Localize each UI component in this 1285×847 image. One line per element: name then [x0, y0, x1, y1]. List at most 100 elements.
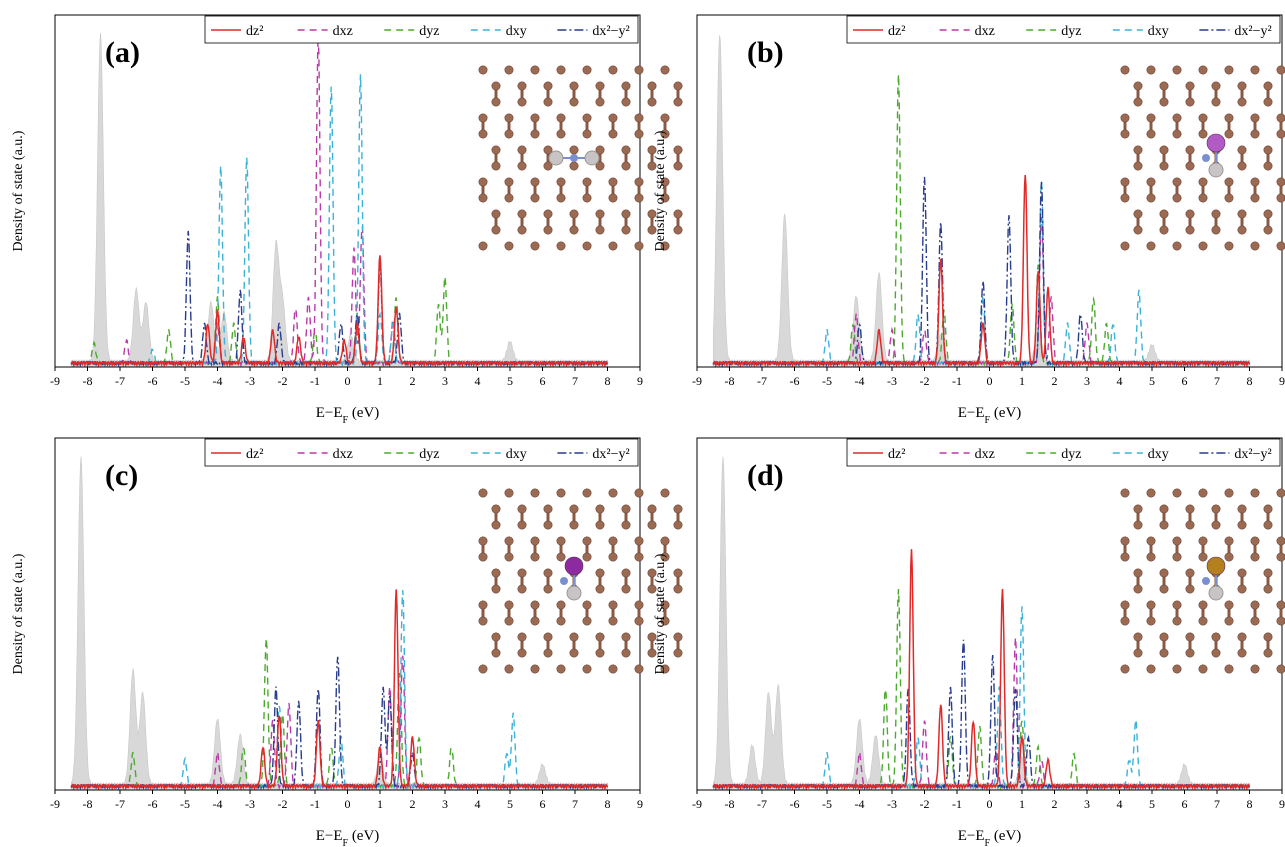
legend-label-dxz: dxz — [975, 447, 995, 462]
carbon-atom — [543, 97, 553, 107]
carbon-atom — [621, 81, 631, 91]
carbon-atom — [1159, 632, 1169, 642]
dos-panel-d: -9 -8 -7 -6 -5 -4 -3 -2 -1 0 1 2 3 4 5 6 7 8 9 Density of s… — [653, 437, 1285, 847]
legend-label-dz2: dz² — [888, 447, 905, 462]
carbon-atom — [1263, 584, 1273, 594]
carbon-atom — [569, 225, 579, 235]
carbon-atom — [1133, 568, 1143, 578]
x-tick-label: 1 — [1019, 797, 1025, 811]
carbon-atom — [478, 488, 488, 498]
carbon-atom — [491, 632, 501, 642]
legend-label-dyz: dyz — [419, 447, 439, 462]
carbon-atom — [660, 616, 670, 626]
carbon-atom — [1146, 241, 1156, 251]
carbon-atom — [673, 632, 683, 642]
carbon-atom — [1263, 568, 1273, 578]
carbon-atom — [1263, 225, 1273, 235]
carbon-atom — [660, 129, 670, 139]
x-tick-label: 1 — [377, 797, 383, 811]
carbon-atom — [595, 81, 605, 91]
x-tick-label: -8 — [83, 374, 93, 388]
carbon-atom — [660, 177, 670, 187]
legend-label-dx2y2: dx²−y² — [1234, 24, 1271, 39]
carbon-atom — [517, 584, 527, 594]
carbon-atom — [517, 504, 527, 514]
carbon-atom — [517, 161, 527, 171]
carbon-atom — [595, 632, 605, 642]
carbon-atom — [517, 209, 527, 219]
carbon-atom — [1250, 193, 1260, 203]
dz2-curve — [70, 589, 609, 791]
carbon-atom — [569, 209, 579, 219]
x-tick-label: 4 — [475, 374, 481, 388]
x-tick-label: -5 — [180, 374, 190, 388]
plot-frame — [54, 14, 641, 368]
carbon-atom — [530, 193, 540, 203]
legend: dz² dxz dyz dxy dx²−y² — [204, 438, 639, 467]
carbon-atom — [543, 632, 553, 642]
x-tick-label: 0 — [345, 797, 351, 811]
dos-panel-a: -9 -8 -7 -6 -5 -4 -3 -2 -1 0 1 2 3 4 5 6 7 8 9 Density of s… — [11, 14, 683, 426]
carbon-atom — [478, 536, 488, 546]
carbon-atom — [621, 568, 631, 578]
carbon-atom — [1172, 664, 1182, 674]
carbon-atom — [634, 241, 644, 251]
carbon-atom — [1146, 488, 1156, 498]
x-tick-label: -9 — [50, 797, 60, 811]
carbon-atom — [1211, 648, 1221, 658]
carbon-atom — [504, 488, 514, 498]
carbon-atom — [608, 536, 618, 546]
carbon-atom — [530, 664, 540, 674]
x-tick-label: -9 — [50, 374, 60, 388]
carbon-atom — [595, 97, 605, 107]
panel-tag: (a) — [105, 36, 140, 69]
x-tick-label: -4 — [213, 797, 223, 811]
carbon-atom — [517, 97, 527, 107]
carbon-atom — [1159, 584, 1169, 594]
carbon-atom — [1172, 552, 1182, 562]
carbon-atom — [582, 113, 592, 123]
x-tick-label: 3 — [442, 374, 448, 388]
carbon-atom — [530, 113, 540, 123]
carbon-atom — [1146, 65, 1156, 75]
carbon-atom — [634, 193, 644, 203]
carbon-atom — [1237, 97, 1247, 107]
carbon-atom — [634, 488, 644, 498]
carbon-atom — [1120, 616, 1130, 626]
carbon-atom — [1185, 568, 1195, 578]
carbon-atom — [660, 241, 670, 251]
carbon-atom — [530, 600, 540, 610]
carbon-atom — [478, 193, 488, 203]
carbon-atom — [621, 161, 631, 171]
carbon-atom — [556, 241, 566, 251]
carbon-atom — [1120, 65, 1130, 75]
carbon-atom — [1276, 113, 1285, 123]
carbon-atom — [673, 568, 683, 578]
carbon-atom — [1120, 129, 1130, 139]
carbon-atom — [517, 225, 527, 235]
carbon-atom — [1120, 193, 1130, 203]
carbon-atom — [1185, 209, 1195, 219]
carbon-atom — [478, 129, 488, 139]
carbon-atom — [569, 161, 579, 171]
carbon-atom — [1263, 145, 1273, 155]
carbon-atom — [1185, 648, 1195, 658]
x-axis-label: E−EF (eV) — [316, 405, 380, 426]
x-tick-label: 1 — [377, 374, 383, 388]
legend-label-dz2: dz² — [246, 447, 263, 462]
dxy-curve — [70, 74, 609, 368]
carbon-atom — [1185, 504, 1195, 514]
carbon-atom — [1263, 520, 1273, 530]
legend-label-dxz: dxz — [333, 24, 353, 39]
carbon-atom — [608, 664, 618, 674]
x-tick-label: 9 — [637, 374, 643, 388]
dx2y2-curve — [70, 656, 608, 791]
carbon-atom — [1237, 81, 1247, 91]
carbon-atom — [517, 145, 527, 155]
x-tick-label: -1 — [310, 374, 320, 388]
carbon-atom — [1224, 65, 1234, 75]
carbon-atom — [673, 161, 683, 171]
carbon-atom — [1172, 536, 1182, 546]
carbon-atom — [595, 161, 605, 171]
carbon-atom — [1198, 177, 1208, 187]
